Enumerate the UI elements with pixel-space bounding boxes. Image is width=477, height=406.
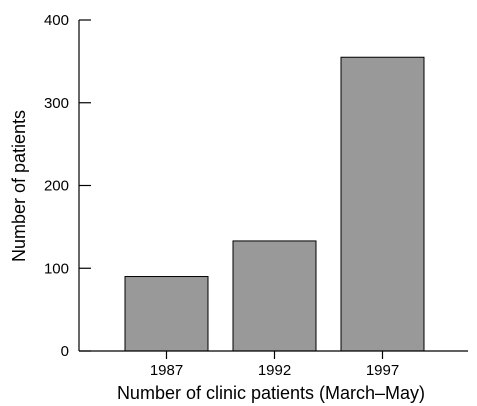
x-tick-label: 1992 — [258, 362, 291, 379]
x-tick-label: 1987 — [150, 362, 183, 379]
y-tick-label: 100 — [44, 260, 69, 277]
y-tick-label: 400 — [44, 12, 69, 29]
x-tick-label: 1997 — [366, 362, 399, 379]
y-tick-label: 200 — [44, 178, 69, 195]
y-tick-label: 300 — [44, 95, 69, 112]
bar-1987 — [124, 276, 209, 352]
bars-group — [124, 56, 425, 352]
y-tick-label: 0 — [61, 343, 69, 360]
bar-1992 — [232, 240, 317, 352]
bar-1997 — [340, 56, 425, 352]
y-axis: 0 100 200 300 400 — [44, 12, 91, 360]
y-axis-title: Number of patients — [9, 110, 29, 262]
x-axis: 1987 1992 1997 — [79, 350, 468, 379]
x-axis-title: Number of clinic patients (March–May) — [117, 383, 425, 403]
